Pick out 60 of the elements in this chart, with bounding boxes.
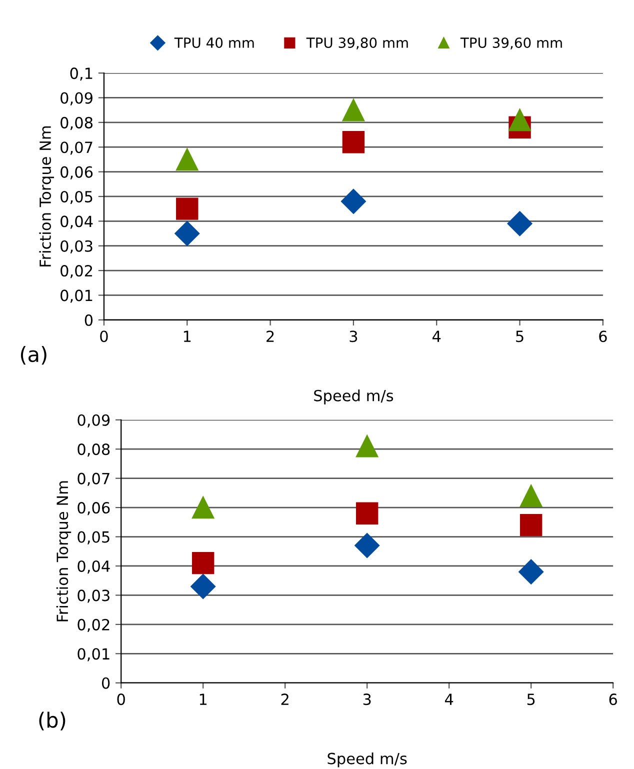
y-tick-label: 0,07 [60, 142, 92, 155]
point [174, 221, 200, 246]
point [354, 533, 380, 558]
y-tick-label: 0,06 [78, 502, 110, 516]
x-tick-label: 1 [184, 330, 191, 342]
legend-label: TPU 39,60 mm [460, 37, 562, 50]
y-axis-title: Friction Torque Nm [39, 126, 54, 266]
y-tick-label: 0 [84, 314, 93, 326]
x-tick-label: 6 [599, 330, 607, 342]
point [190, 574, 216, 599]
x-axis-title: Speed m/s [328, 752, 407, 768]
x-tick-label: 3 [363, 694, 371, 706]
point [342, 131, 365, 154]
y-axis-title: Friction Torque Nm [56, 481, 72, 622]
y-tick-label: 0,02 [60, 265, 92, 278]
point [518, 559, 544, 584]
y-tick-label: 0,09 [78, 414, 110, 428]
y-tick-label: 0,08 [60, 116, 93, 130]
y-tick-label: 0,03 [78, 590, 110, 603]
y-tick-label: 0,03 [60, 240, 92, 254]
point [520, 514, 542, 536]
y-tick-label: 0,07 [78, 472, 110, 486]
point [356, 435, 378, 458]
legend-label: TPU 39,80 mm [306, 37, 408, 50]
x-tick-label: 4 [432, 330, 441, 342]
x-tick-label: 0 [117, 694, 125, 706]
point [340, 188, 366, 214]
y-tick-label: 0,02 [78, 618, 110, 632]
point [176, 198, 198, 220]
y-tick-label: 0,1 [70, 68, 92, 81]
point [192, 552, 214, 574]
y-tick-label: 0,04 [78, 560, 110, 574]
x-axis-title: Speed m/s [314, 390, 394, 404]
x-tick-label: 6 [609, 694, 617, 706]
x-tick-label: 5 [527, 694, 535, 706]
point [342, 98, 365, 122]
point [176, 148, 198, 171]
y-tick-label: 0,01 [78, 648, 110, 662]
text: (b) [39, 712, 66, 730]
y-tick-label: 0,05 [78, 531, 110, 544]
x-tick-label: 4 [444, 694, 454, 705]
x-tick-label: 2 [281, 694, 288, 705]
x-tick-label: 5 [516, 330, 524, 342]
y-tick-label: 0 [102, 677, 110, 689]
text: (a) [20, 346, 46, 365]
y-tick-label: 0,04 [60, 216, 93, 229]
point [507, 211, 532, 236]
y-tick-label: 0,08 [78, 444, 110, 457]
y-tick-label: 0,05 [60, 190, 92, 204]
point [192, 496, 214, 519]
x-tick-label: 1 [200, 694, 207, 705]
x-tick-label: 3 [350, 330, 358, 342]
point [520, 484, 542, 507]
point [508, 108, 531, 132]
legend-label: TPU 40 mm [174, 37, 254, 48]
y-tick-label: 0,09 [60, 92, 92, 106]
point [356, 502, 378, 524]
y-tick-label: 0,01 [60, 290, 92, 303]
x-tick-label: 2 [266, 330, 274, 342]
y-tick-label: 0,06 [60, 166, 93, 180]
